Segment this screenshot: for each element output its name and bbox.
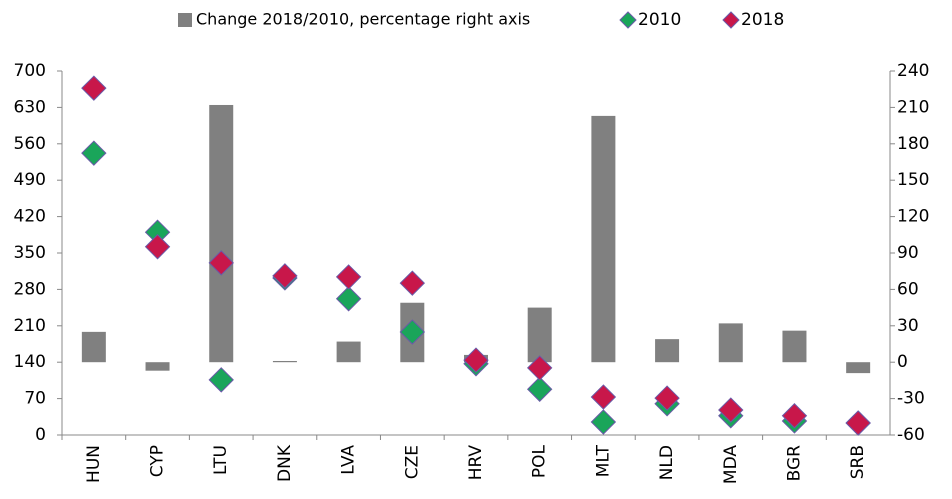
- marker: [526, 355, 553, 381]
- y2-tick-label: 90: [897, 243, 919, 263]
- legend-swatch: [722, 11, 740, 29]
- marker: [208, 250, 234, 276]
- marker: [81, 140, 107, 166]
- marker: [526, 376, 553, 402]
- x-tick-label: CZE: [402, 445, 422, 479]
- x-tick-label: CYP: [148, 445, 168, 477]
- marker: [335, 286, 362, 312]
- y2-tick-label: 150: [897, 170, 929, 190]
- marker: [399, 270, 426, 296]
- marker: [81, 75, 107, 101]
- bar: [145, 362, 170, 371]
- y2-tick-label: -60: [897, 425, 925, 445]
- y-tick-label: 210: [14, 316, 46, 336]
- marker: [718, 397, 744, 423]
- y2-tick-label: -30: [897, 389, 925, 409]
- marker: [335, 264, 362, 290]
- bar: [81, 331, 106, 363]
- y-tick-label: 700: [14, 61, 46, 81]
- x-tick-label: BGR: [784, 445, 804, 482]
- y2-tick-label: 210: [897, 97, 929, 117]
- y2-tick-label: 120: [897, 207, 929, 227]
- marker: [463, 347, 489, 373]
- y-tick-label: 490: [14, 170, 46, 190]
- bar: [336, 341, 361, 363]
- marker: [399, 319, 426, 345]
- x-tick-label: MLT: [593, 444, 613, 477]
- marker: [845, 410, 871, 436]
- bar: [209, 104, 234, 363]
- y-tick-label: 0: [35, 425, 46, 445]
- x-tick-label: HUN: [84, 445, 104, 483]
- x-tick-label: LVA: [339, 445, 359, 475]
- x-tick-label: SRB: [848, 445, 868, 479]
- y-tick-label: 560: [14, 134, 46, 154]
- x-tick-label: MDA: [721, 445, 741, 484]
- y-tick-label: 70: [24, 389, 46, 409]
- legend-label: Change 2018/2010, percentage right axis: [196, 10, 530, 29]
- legend-label: 2010: [638, 10, 681, 30]
- bar: [782, 330, 807, 363]
- y-tick-label: 350: [14, 243, 46, 263]
- marker: [272, 263, 298, 289]
- legend-swatch: [178, 13, 192, 27]
- y2-tick-label: 180: [897, 134, 929, 154]
- x-tick-label: LTU: [211, 445, 231, 475]
- y-tick-label: 280: [14, 279, 46, 299]
- legend-label: 2018: [741, 10, 784, 30]
- x-tick-label: POL: [530, 444, 550, 478]
- bar: [527, 307, 552, 363]
- bar: [655, 339, 680, 363]
- x-tick-label: HRV: [466, 445, 486, 481]
- y-tick-label: 140: [14, 352, 46, 372]
- bar: [272, 360, 297, 363]
- bar: [591, 115, 616, 363]
- marker: [654, 385, 680, 411]
- bar: [718, 323, 743, 363]
- x-tick-label: DNK: [275, 444, 295, 482]
- y-tick-label: 420: [14, 207, 46, 227]
- y2-tick-label: 60: [897, 279, 919, 299]
- y2-tick-label: 240: [897, 61, 929, 81]
- x-tick-label: NLD: [657, 445, 677, 480]
- marker: [781, 403, 808, 429]
- marker: [208, 367, 234, 393]
- y-tick-label: 630: [14, 97, 46, 117]
- marker: [590, 409, 617, 435]
- y2-tick-label: 30: [897, 316, 919, 336]
- bar: [846, 362, 871, 374]
- legend-swatch: [619, 11, 637, 29]
- marker: [144, 234, 171, 260]
- marker: [590, 384, 617, 410]
- y2-tick-label: 0: [897, 352, 908, 372]
